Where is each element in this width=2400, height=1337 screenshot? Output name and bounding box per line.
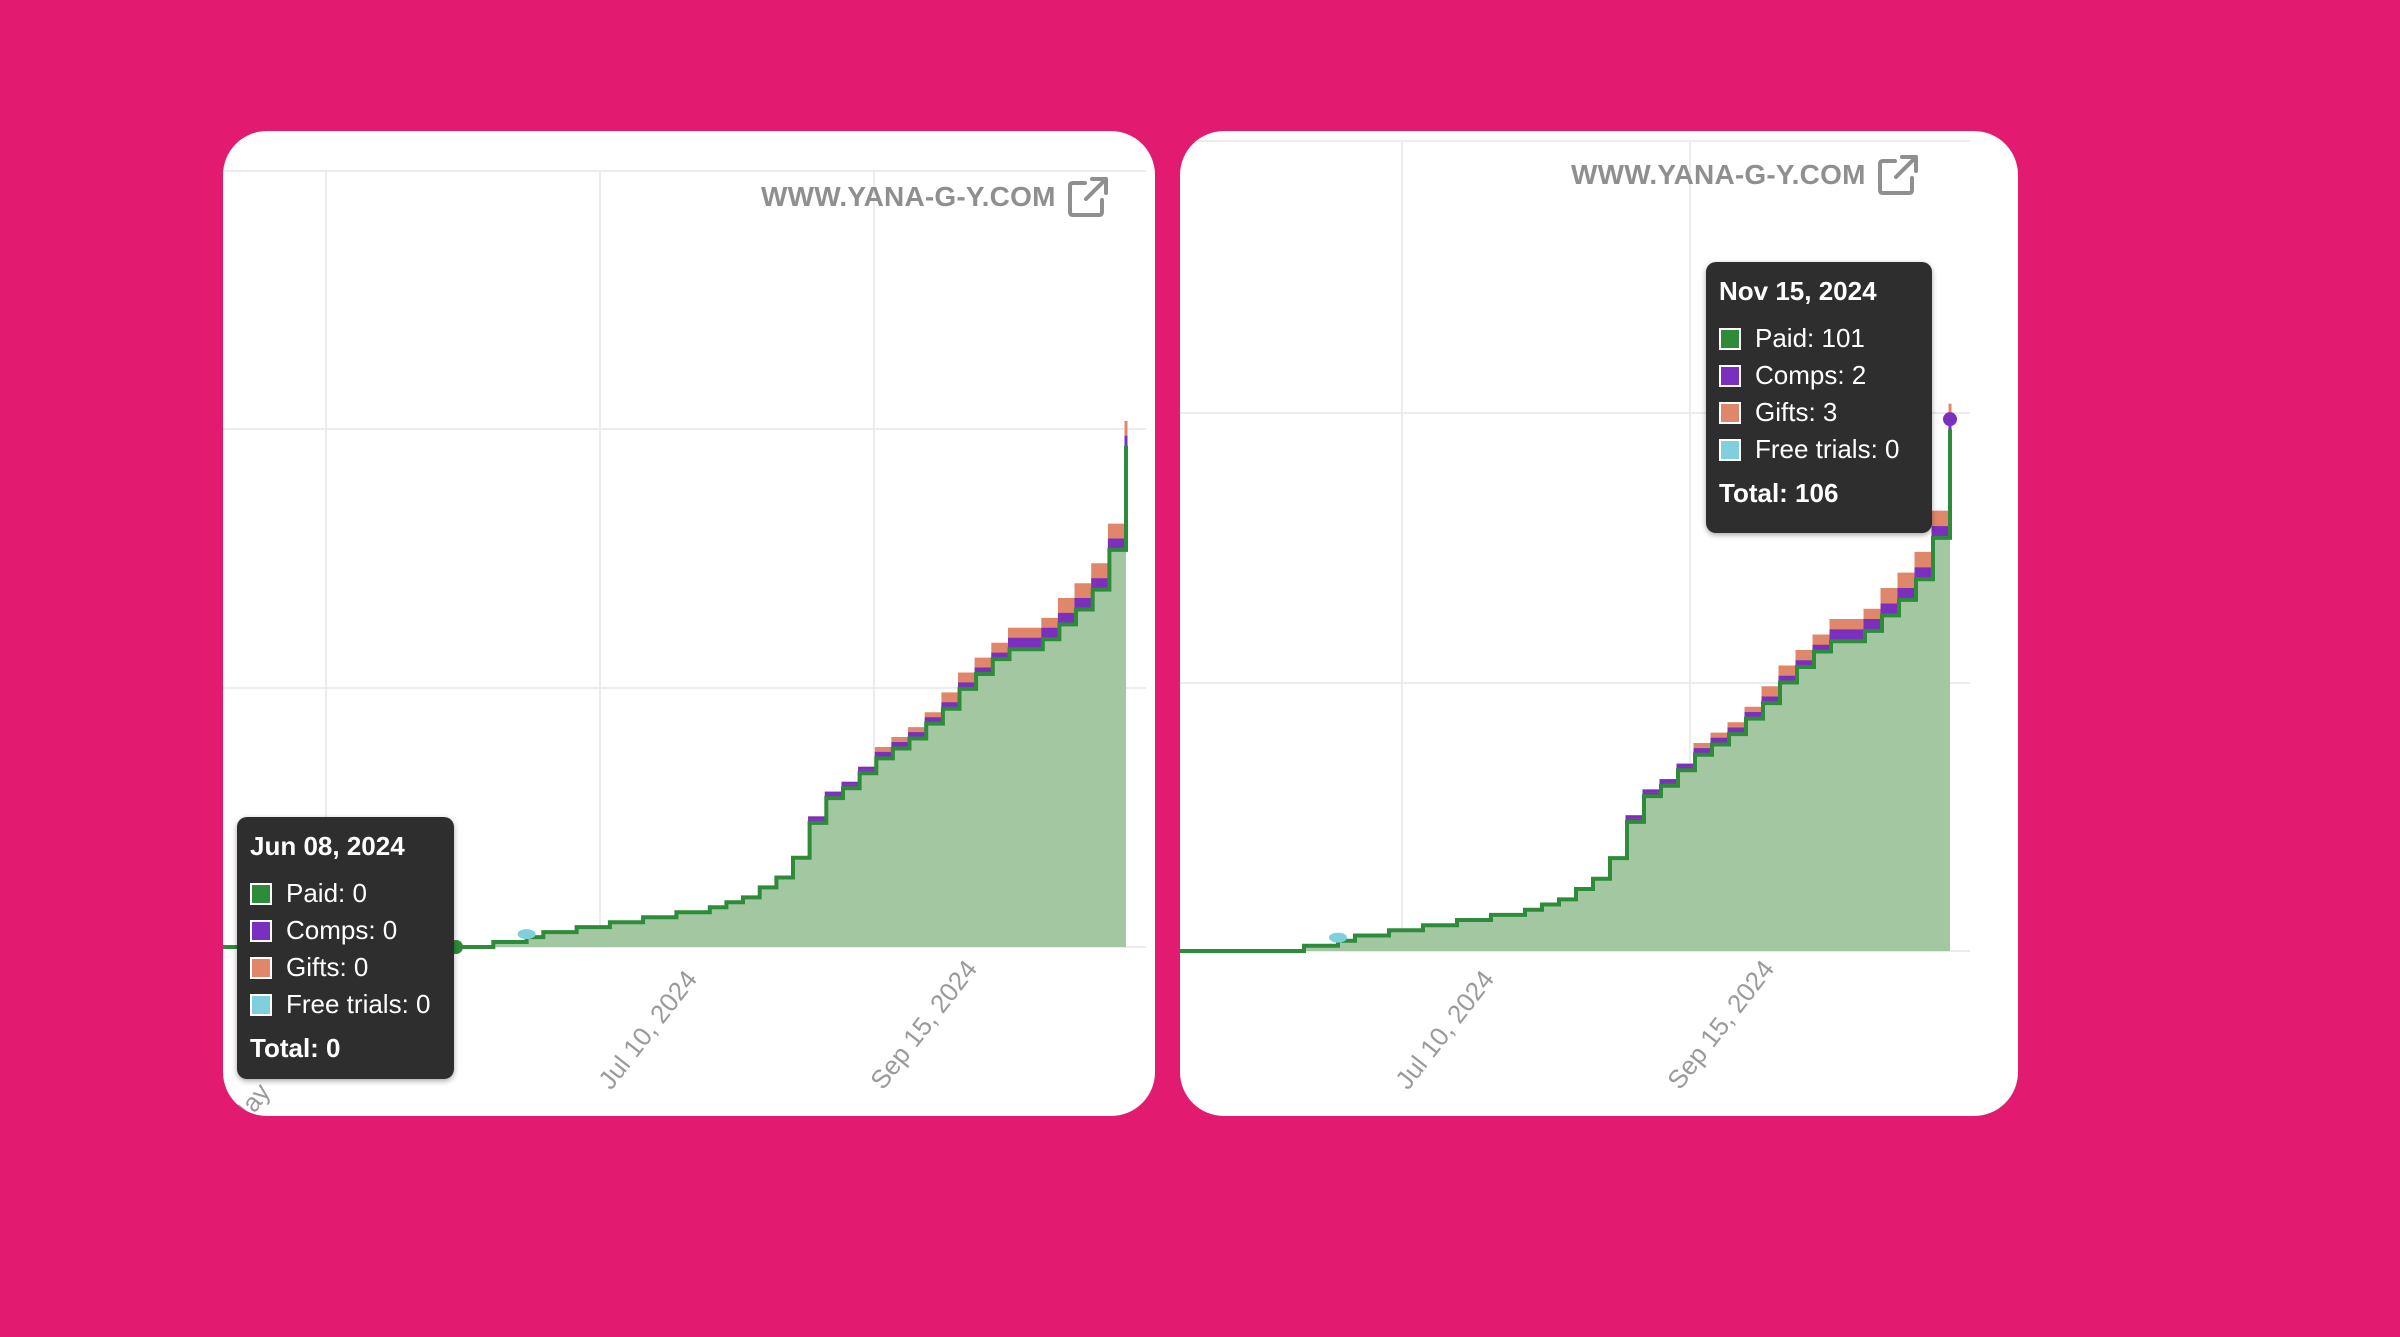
gifts-swatch bbox=[250, 956, 272, 979]
hover-point bbox=[1943, 412, 1957, 427]
tooltip-date: Nov 15, 2024 bbox=[1719, 276, 1877, 306]
tooltip-row-free-trials: Free trials: 0 bbox=[1719, 431, 1919, 468]
tooltip-paid: Paid: 0 bbox=[286, 878, 367, 908]
tooltip-paid: Paid: 101 bbox=[1755, 323, 1865, 353]
chart-card-1: May Jul 10, 2024 Sep 15, 2024 WWW.YANA-G-Y… bbox=[223, 131, 1155, 1116]
tooltip-row-gifts: Gifts: 3 bbox=[1719, 394, 1919, 431]
tooltip-comps: Comps: 0 bbox=[286, 915, 398, 945]
paid-swatch bbox=[1719, 327, 1741, 350]
subscriber-area-chart-2: Jul 10, 2024 Sep 15, 2024 bbox=[1180, 140, 1970, 1095]
tooltip-free-trials: Free trials: 0 bbox=[1755, 434, 1900, 464]
tooltip-date: Jun 08, 2024 bbox=[250, 831, 405, 861]
watermark-link[interactable]: WWW.YANA-G-Y.COM bbox=[761, 175, 1110, 219]
tooltip-total: Total: 106 bbox=[1719, 478, 1839, 508]
tooltip-row-comps: Comps: 0 bbox=[250, 912, 441, 949]
tooltip-comps: Comps: 2 bbox=[1755, 360, 1867, 390]
tooltip-row-free-trials: Free trials: 0 bbox=[250, 986, 441, 1023]
paid-swatch bbox=[250, 882, 272, 905]
tooltip-free-trials: Free trials: 0 bbox=[286, 989, 431, 1019]
watermark-text: WWW.YANA-G-Y.COM bbox=[1571, 159, 1866, 190]
paid-line bbox=[460, 445, 1128, 949]
x-tick-label: May bbox=[223, 1078, 276, 1116]
free-trials-swatch bbox=[1719, 438, 1741, 461]
paid-area bbox=[460, 445, 1126, 947]
tooltip-gifts: Gifts: 3 bbox=[1755, 397, 1838, 427]
x-tick-label: Sep 15, 2024 bbox=[864, 954, 983, 1094]
gifts-swatch bbox=[1719, 401, 1741, 424]
external-link-icon bbox=[1067, 177, 1108, 217]
comps-swatch bbox=[250, 919, 272, 942]
external-link-icon bbox=[1877, 155, 1918, 195]
x-tick-label: Jul 10, 2024 bbox=[592, 965, 703, 1095]
tooltip-total: Total: 0 bbox=[250, 1033, 341, 1063]
free-trials-swatch bbox=[250, 993, 272, 1016]
chart-tooltip: Nov 15, 2024 Paid: 101 Comps: 2 Gifts: 3… bbox=[1706, 262, 1932, 533]
x-tick-label: Jul 10, 2024 bbox=[1389, 965, 1500, 1095]
tooltip-row-paid: Paid: 0 bbox=[250, 875, 441, 912]
free-trial-marker bbox=[517, 929, 536, 940]
tooltip-row-comps: Comps: 2 bbox=[1719, 357, 1919, 394]
paid-line bbox=[1270, 429, 1952, 953]
tooltip-row-gifts: Gifts: 0 bbox=[250, 949, 441, 986]
free-trial-marker bbox=[1329, 932, 1347, 943]
chart-card-2: Jul 10, 2024 Sep 15, 2024 WWW.YANA-G-Y.CO… bbox=[1180, 131, 2018, 1116]
x-tick-label: Sep 15, 2024 bbox=[1661, 954, 1780, 1094]
comps-swatch bbox=[1719, 364, 1741, 387]
paid-area bbox=[1270, 429, 1950, 951]
chart-tooltip: Jun 08, 2024 Paid: 0 Comps: 0 Gifts: 0 F… bbox=[237, 817, 454, 1079]
tooltip-gifts: Gifts: 0 bbox=[286, 952, 369, 982]
watermark-text: WWW.YANA-G-Y.COM bbox=[761, 181, 1056, 212]
watermark-link[interactable]: WWW.YANA-G-Y.COM bbox=[1571, 153, 1920, 197]
tooltip-row-paid: Paid: 101 bbox=[1719, 320, 1919, 357]
